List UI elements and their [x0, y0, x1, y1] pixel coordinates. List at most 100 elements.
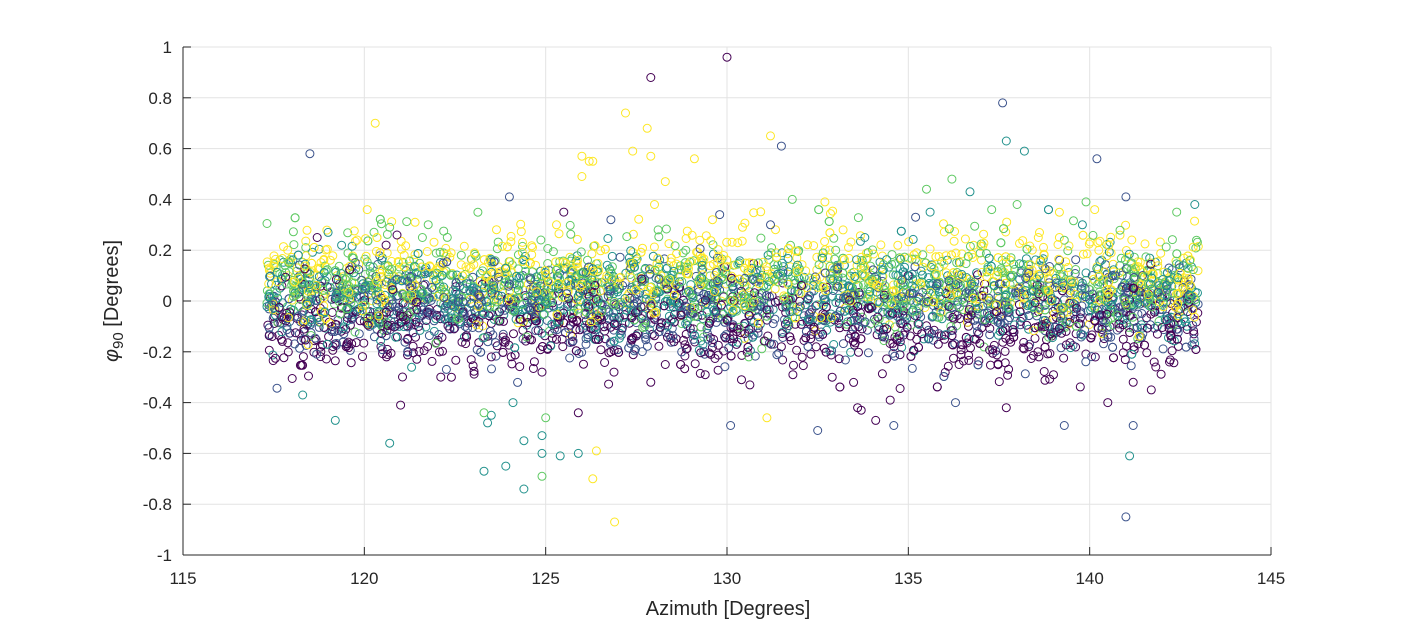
data-point	[1071, 255, 1081, 265]
data-point	[857, 312, 867, 322]
data-point	[432, 268, 442, 278]
data-point	[784, 321, 794, 331]
data-point	[661, 297, 670, 306]
data-point	[363, 307, 372, 317]
data-point	[408, 296, 418, 306]
data-point	[550, 289, 560, 299]
data-point	[447, 313, 457, 323]
data-point	[577, 347, 587, 357]
data-point	[1126, 361, 1136, 371]
data-point	[948, 268, 958, 278]
data-point	[302, 225, 312, 235]
data-point	[1057, 328, 1066, 338]
data-point	[397, 289, 407, 299]
data-point-outlier	[1125, 451, 1135, 461]
data-point	[516, 219, 526, 229]
data-point	[419, 346, 429, 356]
data-point-outlier	[885, 395, 895, 405]
data-point	[504, 340, 514, 350]
data-point	[609, 367, 619, 377]
data-point	[523, 302, 533, 312]
data-point	[1090, 303, 1100, 313]
data-point	[1095, 257, 1105, 266]
data-point	[1129, 288, 1139, 298]
data-point	[342, 304, 352, 314]
y-tick-label: -0.2	[143, 343, 172, 362]
data-point	[1095, 236, 1105, 246]
data-point	[961, 288, 971, 298]
data-point	[838, 279, 848, 289]
data-point	[682, 306, 692, 316]
data-point	[992, 350, 1002, 360]
data-point	[349, 226, 359, 236]
data-point	[932, 269, 942, 279]
data-point	[1090, 205, 1100, 215]
data-point	[1005, 313, 1015, 323]
data-point-outlier	[312, 233, 322, 242]
data-point	[339, 284, 349, 294]
data-point	[838, 273, 847, 283]
data-point	[902, 313, 912, 323]
data-point	[681, 344, 691, 354]
data-point	[289, 286, 299, 296]
data-point	[322, 339, 332, 349]
data-point	[1019, 337, 1029, 347]
data-point	[1054, 254, 1064, 264]
data-point	[1059, 353, 1069, 363]
data-point	[572, 315, 582, 325]
data-point-outlier	[417, 233, 427, 242]
data-point	[850, 332, 860, 342]
data-point	[948, 312, 958, 322]
data-point	[564, 276, 574, 286]
data-point	[1183, 276, 1193, 286]
data-point	[1118, 308, 1128, 317]
data-point	[1009, 259, 1019, 269]
data-point	[332, 294, 342, 303]
data-point	[491, 351, 501, 361]
data-point	[781, 302, 791, 312]
y-tick-label: -1	[157, 546, 172, 565]
data-point	[1090, 352, 1100, 362]
data-point	[593, 258, 603, 268]
data-point	[536, 235, 546, 245]
data-point	[272, 267, 282, 277]
data-point	[1011, 288, 1021, 298]
data-point	[1046, 296, 1056, 306]
data-point-outlier	[715, 210, 725, 220]
data-point	[320, 288, 330, 298]
data-point	[985, 330, 995, 340]
data-point	[973, 360, 983, 370]
data-point	[587, 275, 597, 285]
data-point	[993, 359, 1003, 369]
data-point	[336, 269, 346, 278]
data-point	[1136, 280, 1146, 290]
data-point	[749, 317, 759, 327]
data-point	[579, 359, 588, 369]
data-point	[607, 275, 617, 285]
data-point	[783, 249, 793, 259]
data-point	[468, 323, 478, 332]
data-point	[433, 265, 443, 275]
x-tick-label: 115	[169, 569, 196, 588]
data-point	[479, 255, 489, 265]
data-point	[1024, 324, 1034, 334]
data-point	[335, 279, 345, 289]
data-point	[779, 291, 789, 301]
data-point	[726, 278, 735, 288]
x-tick-label: 120	[350, 569, 378, 588]
data-point	[819, 282, 829, 292]
data-point	[801, 326, 811, 336]
data-point	[543, 344, 553, 353]
y-tick-label: 0.8	[148, 89, 172, 108]
data-point	[1090, 315, 1099, 325]
data-point-outlier	[323, 227, 333, 237]
data-point	[547, 319, 557, 329]
data-point	[745, 300, 755, 310]
data-point-outlier	[330, 415, 340, 425]
data-point	[479, 309, 489, 319]
data-point	[564, 293, 573, 303]
data-point	[591, 334, 601, 344]
data-point	[821, 302, 831, 312]
data-point	[1059, 235, 1069, 245]
data-point-outlier	[541, 413, 551, 423]
